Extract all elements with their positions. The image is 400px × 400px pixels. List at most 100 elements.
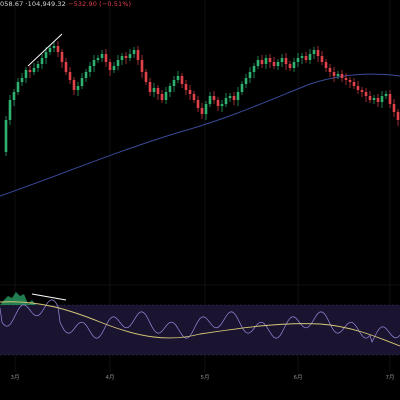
candle-body[interactable]	[24, 70, 28, 78]
candle-body[interactable]	[76, 86, 80, 90]
candle-body[interactable]	[84, 72, 88, 78]
candle-body[interactable]	[44, 52, 48, 58]
candle-body[interactable]	[336, 74, 340, 76]
candle-body[interactable]	[284, 58, 288, 64]
candle-body[interactable]	[372, 98, 376, 100]
candlestick-series[interactable]	[4, 41, 400, 156]
candle-body[interactable]	[248, 72, 252, 78]
candle-body[interactable]	[276, 62, 280, 66]
candle-body[interactable]	[364, 92, 368, 96]
candle-body[interactable]	[164, 92, 168, 100]
candle-body[interactable]	[100, 54, 104, 58]
candle-body[interactable]	[216, 100, 220, 106]
candle-body[interactable]	[232, 96, 236, 100]
candle-body[interactable]	[332, 72, 336, 76]
candle-body[interactable]	[272, 62, 276, 66]
candle-body[interactable]	[188, 90, 192, 94]
candle-body[interactable]	[212, 96, 216, 100]
candle-body[interactable]	[392, 104, 396, 112]
candle-body[interactable]	[236, 92, 240, 100]
candle-body[interactable]	[208, 96, 212, 104]
candle-body[interactable]	[280, 58, 284, 62]
candle-body[interactable]	[252, 66, 256, 72]
rsi-pane[interactable]	[0, 292, 400, 356]
candle-body[interactable]	[192, 94, 196, 100]
candle-body[interactable]	[124, 56, 128, 58]
candle-body[interactable]	[20, 78, 24, 82]
candle-body[interactable]	[168, 86, 172, 92]
candle-body[interactable]	[4, 120, 8, 152]
trendline-drawing[interactable]	[27, 33, 63, 67]
candle-body[interactable]	[300, 56, 304, 58]
candle-body[interactable]	[340, 74, 344, 78]
candle-body[interactable]	[184, 84, 188, 90]
candle-body[interactable]	[376, 98, 380, 102]
candle-body[interactable]	[304, 56, 308, 60]
candle-body[interactable]	[152, 88, 156, 92]
candle-body[interactable]	[148, 82, 152, 92]
candle-body[interactable]	[116, 60, 120, 66]
candle-body[interactable]	[96, 58, 100, 60]
candle-body[interactable]	[132, 50, 136, 54]
candle-body[interactable]	[112, 66, 116, 70]
candle-body[interactable]	[136, 50, 140, 60]
candle-body[interactable]	[92, 60, 96, 66]
candle-body[interactable]	[384, 94, 388, 96]
candle-body[interactable]	[128, 54, 132, 58]
candle-body[interactable]	[156, 88, 160, 94]
candle-body[interactable]	[264, 58, 268, 64]
candle-body[interactable]	[296, 58, 300, 62]
candle-body[interactable]	[324, 62, 328, 68]
candle-body[interactable]	[244, 78, 248, 84]
candle-body[interactable]	[8, 100, 12, 120]
candle-body[interactable]	[316, 50, 320, 56]
candle-body[interactable]	[68, 72, 72, 80]
candle-body[interactable]	[196, 100, 200, 108]
candle-body[interactable]	[356, 86, 360, 90]
candle-body[interactable]	[344, 78, 348, 80]
candle-body[interactable]	[28, 70, 32, 72]
candle-body[interactable]	[220, 104, 224, 106]
candle-body[interactable]	[256, 60, 260, 66]
candle-body[interactable]	[352, 82, 356, 86]
candle-body[interactable]	[180, 76, 184, 84]
candle-body[interactable]	[308, 54, 312, 60]
candle-body[interactable]	[292, 62, 296, 68]
candle-body[interactable]	[388, 94, 392, 104]
candle-body[interactable]	[160, 94, 164, 100]
candle-body[interactable]	[60, 52, 64, 62]
candle-body[interactable]	[348, 80, 352, 82]
candle-body[interactable]	[52, 46, 56, 48]
candle-body[interactable]	[200, 108, 204, 114]
candle-body[interactable]	[172, 80, 176, 86]
candle-body[interactable]	[288, 64, 292, 68]
candle-body[interactable]	[320, 56, 324, 62]
candle-body[interactable]	[16, 82, 20, 92]
candle-body[interactable]	[396, 112, 400, 120]
candle-body[interactable]	[260, 60, 264, 64]
candle-body[interactable]	[56, 46, 60, 52]
candle-body[interactable]	[328, 68, 332, 72]
candle-body[interactable]	[268, 58, 272, 62]
candle-body[interactable]	[12, 92, 16, 100]
candle-body[interactable]	[368, 96, 372, 100]
candle-body[interactable]	[224, 98, 228, 104]
candle-body[interactable]	[360, 90, 364, 92]
rsi-trendline[interactable]	[31, 293, 67, 301]
candle-body[interactable]	[120, 56, 124, 60]
candle-body[interactable]	[32, 68, 36, 72]
candle-body[interactable]	[140, 60, 144, 72]
candle-body[interactable]	[176, 76, 180, 80]
candle-body[interactable]	[380, 96, 384, 102]
candle-body[interactable]	[228, 96, 232, 98]
candle-body[interactable]	[104, 54, 108, 62]
candle-body[interactable]	[40, 58, 44, 64]
candle-body[interactable]	[144, 72, 148, 82]
candle-body[interactable]	[64, 62, 68, 72]
candle-body[interactable]	[72, 80, 76, 90]
candle-body[interactable]	[36, 64, 40, 68]
candle-body[interactable]	[48, 48, 52, 52]
candle-body[interactable]	[204, 104, 208, 114]
